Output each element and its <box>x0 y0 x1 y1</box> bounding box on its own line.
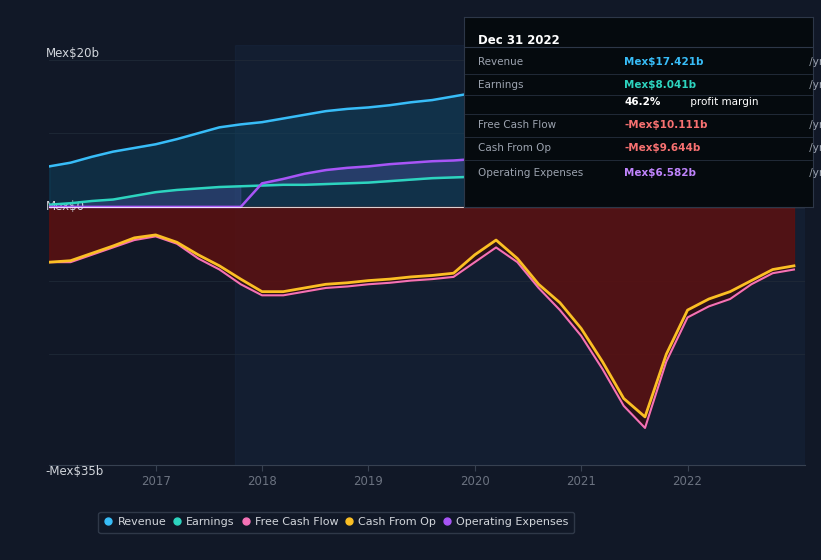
Text: Mex$17.421b: Mex$17.421b <box>624 58 704 68</box>
Bar <box>236 45 805 465</box>
Legend: Revenue, Earnings, Free Cash Flow, Cash From Op, Operating Expenses: Revenue, Earnings, Free Cash Flow, Cash … <box>99 511 574 533</box>
Text: -Mex$9.644b: -Mex$9.644b <box>624 143 701 153</box>
Text: Revenue: Revenue <box>478 58 523 68</box>
Text: Earnings: Earnings <box>478 80 523 90</box>
Text: 46.2%: 46.2% <box>624 97 661 108</box>
Text: Mex$20b: Mex$20b <box>45 46 99 59</box>
Text: Mex$8.041b: Mex$8.041b <box>624 80 696 90</box>
Text: Cash From Op: Cash From Op <box>478 143 551 153</box>
Text: Free Cash Flow: Free Cash Flow <box>478 120 556 130</box>
Text: Mex$0: Mex$0 <box>45 200 85 213</box>
Text: /yr: /yr <box>805 80 821 90</box>
Text: -Mex$35b: -Mex$35b <box>45 465 103 478</box>
Text: profit margin: profit margin <box>687 97 759 108</box>
Text: /yr: /yr <box>805 143 821 153</box>
Text: Mex$6.582b: Mex$6.582b <box>624 168 696 178</box>
Text: Operating Expenses: Operating Expenses <box>478 168 583 178</box>
Text: -Mex$10.111b: -Mex$10.111b <box>624 120 708 130</box>
Text: /yr: /yr <box>805 120 821 130</box>
Text: /yr: /yr <box>805 58 821 68</box>
Text: Dec 31 2022: Dec 31 2022 <box>478 34 560 47</box>
Text: /yr: /yr <box>805 168 821 178</box>
